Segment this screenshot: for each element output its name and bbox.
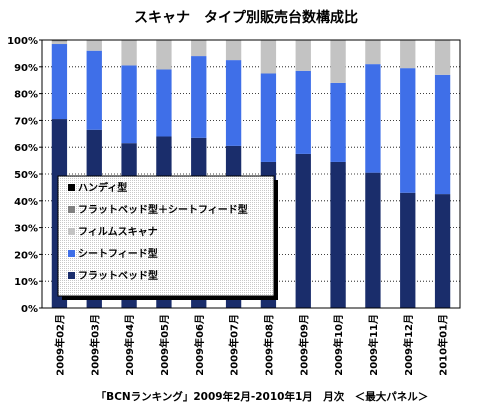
- bar-segment: [295, 153, 311, 308]
- y-axis-tick-labels: 0% 10% 20% 30% 40% 50% 60% 70% 80% 90% 100%: [7, 36, 42, 315]
- bar-segment: [260, 73, 277, 162]
- y-tick-label: 40%: [14, 197, 38, 208]
- x-tick-label: 2009年06月: [193, 314, 206, 376]
- y-tick-label: 30%: [14, 224, 38, 235]
- bar-segment: [295, 70, 311, 154]
- bar-segment: [191, 56, 207, 138]
- x-tick-label: 2009年07月: [228, 314, 241, 376]
- y-tick-label: 60%: [14, 143, 38, 154]
- x-tick-label: 2009年11月: [367, 314, 380, 376]
- axes: [41, 39, 461, 309]
- y-tick-label: 80%: [14, 90, 38, 101]
- bar-segment: [121, 40, 137, 66]
- legend-label: シートフィード型: [78, 247, 158, 260]
- bar-segment: [260, 40, 277, 74]
- bar-segment: [365, 172, 381, 308]
- plot-frame: [41, 39, 461, 309]
- bar-segment: [51, 44, 68, 120]
- legend-swatch: [68, 184, 75, 191]
- legend-box: [57, 175, 275, 297]
- y-tick-label: 10%: [14, 277, 38, 288]
- bar-segment: [400, 40, 416, 69]
- y-tick-label: 70%: [14, 116, 38, 127]
- x-tick-label: 2009年09月: [297, 314, 310, 376]
- bar-segment: [121, 65, 137, 144]
- x-tick-label: 2010年01月: [437, 314, 450, 376]
- legend-label: フラットベッド型: [78, 269, 158, 282]
- y-tick-label: 0%: [21, 304, 38, 315]
- bar-segment: [191, 40, 207, 57]
- x-tick-label: 2009年05月: [158, 314, 171, 376]
- legend-swatch: [68, 228, 75, 235]
- bar-segment: [86, 50, 102, 130]
- bar-segment: [330, 161, 346, 308]
- bar-segment: [434, 40, 451, 75]
- legend-label: フラットベッド型＋シートフィード型: [78, 203, 248, 216]
- bar-segment: [225, 40, 242, 61]
- legend-swatch: [68, 206, 75, 213]
- legend: ハンディ型フラットベッド型＋シートフィード型フィルムスキャナシートフィード型フラ…: [57, 175, 278, 300]
- bar-segment: [156, 40, 172, 70]
- bar-segment: [400, 68, 416, 193]
- x-tick-label: 2009年02月: [53, 314, 66, 376]
- bar-segment: [295, 40, 311, 71]
- x-tick-label: 2009年04月: [123, 314, 136, 376]
- bar-segment: [365, 40, 381, 65]
- x-tick-label: 2009年12月: [402, 314, 415, 376]
- chart-title: スキャナ タイプ別販売台数構成比: [134, 9, 358, 26]
- legend-label: ハンディ型: [78, 181, 127, 194]
- bar-segment: [400, 192, 416, 308]
- x-tick-label: 2009年03月: [88, 314, 101, 376]
- bar-segment: [434, 194, 451, 308]
- x-axis-tick-labels: 2009年02月 2009年03月 2009年04月 2009年05月 2009年06月…: [53, 314, 449, 376]
- bar-segment: [330, 82, 346, 162]
- bar-segment: [434, 74, 451, 195]
- legend-swatch: [68, 272, 75, 279]
- bar-segment: [51, 41, 68, 45]
- bar-segment: [225, 60, 242, 146]
- x-tick-label: 2009年08月: [262, 314, 275, 376]
- bar-segment: [86, 40, 102, 51]
- x-tick-label: 2009年10月: [332, 314, 345, 376]
- legend-swatch: [68, 250, 75, 257]
- chart-footer: 「BCNランキング」2009年2月-2010年1月 月次 ＜最大パネル＞: [96, 390, 429, 403]
- bar-segment: [156, 69, 172, 137]
- bar-segment: [365, 64, 381, 173]
- y-tick-label: 90%: [14, 63, 38, 74]
- bar-segment: [330, 40, 346, 83]
- bar-segment: [51, 40, 68, 42]
- legend-label: フィルムスキャナ: [78, 226, 158, 238]
- y-tick-label: 100%: [7, 36, 38, 47]
- y-tick-label: 50%: [14, 170, 38, 181]
- y-tick-label: 20%: [14, 250, 38, 261]
